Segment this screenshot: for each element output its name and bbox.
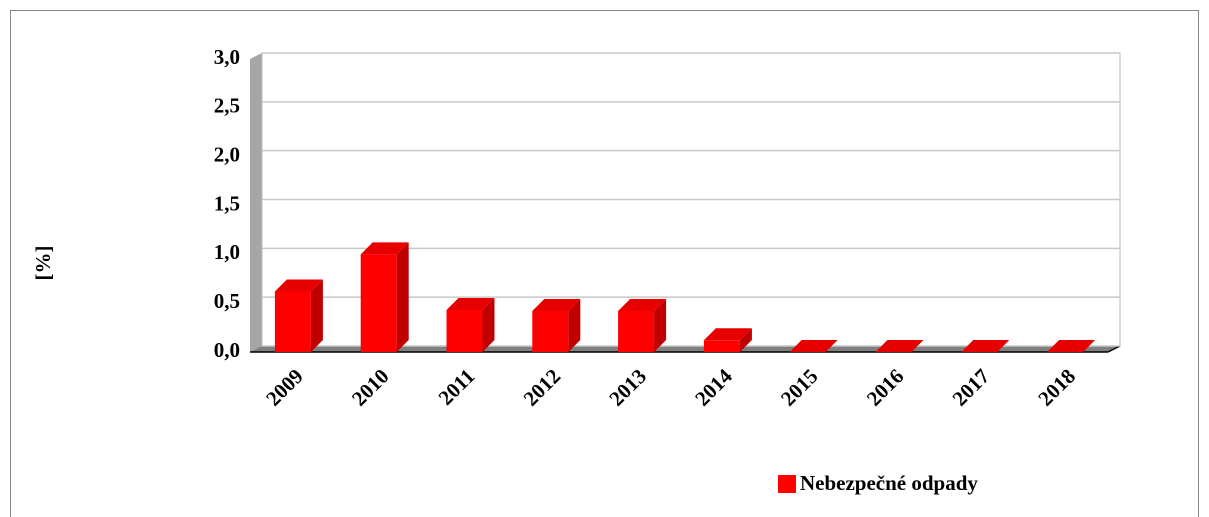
bar (360, 242, 409, 352)
bar-top (875, 340, 924, 352)
legend-label: Nebezpečné odpady (800, 471, 978, 495)
bar-front (703, 340, 740, 352)
x-tick-label: 2018 (1033, 364, 1080, 411)
floor-edge (1107, 345, 1121, 353)
bar-side (568, 298, 581, 352)
bar-side (396, 242, 409, 352)
bar-top (1047, 340, 1096, 352)
bar (703, 328, 752, 352)
bar-side (739, 328, 752, 352)
y-tick-label: 0,5 (214, 289, 240, 313)
bar (789, 340, 838, 352)
x-tick-label: 2014 (690, 364, 737, 411)
bar-side (482, 298, 495, 352)
bar-front (618, 310, 655, 352)
bar (1047, 340, 1096, 352)
legend-swatch (778, 475, 796, 493)
x-tick-label: 2010 (347, 364, 394, 411)
bar-top (360, 242, 409, 255)
bar-top (789, 340, 838, 352)
x-tick-label: 2012 (519, 364, 566, 411)
bar-front (446, 310, 483, 352)
bar-top (618, 298, 667, 311)
bar-top (274, 279, 323, 292)
side-wall (250, 53, 262, 352)
y-tick-label: 1,0 (214, 240, 240, 264)
bar (618, 298, 667, 352)
bar-top (961, 340, 1010, 352)
bar-top (532, 298, 581, 311)
y-axis-label: [%] (31, 246, 55, 281)
x-tick-label: 2015 (776, 364, 823, 411)
y-tick-label: 1,5 (214, 191, 240, 215)
bar-side (310, 279, 323, 352)
bar-top (446, 298, 495, 311)
bar-front (532, 310, 569, 352)
y-tick-label: 0,0 (214, 338, 240, 362)
x-tick-label: 2017 (948, 364, 995, 411)
bar-front (360, 254, 397, 352)
bar (446, 298, 495, 352)
x-tick-label: 2016 (862, 364, 909, 411)
bar (961, 340, 1010, 352)
y-tick-label: 2,0 (214, 142, 240, 166)
x-tick-label: 2013 (604, 364, 651, 411)
x-tick-label: 2009 (261, 364, 308, 411)
x-tick-label: 2011 (434, 364, 480, 410)
y-tick-label: 2,5 (214, 94, 240, 118)
bar-top (703, 328, 752, 341)
bar-side (654, 298, 667, 352)
bar (875, 340, 924, 352)
y-tick-label: 3,0 (214, 45, 240, 69)
bar (532, 298, 581, 352)
bar (274, 279, 323, 352)
bar-front (274, 291, 311, 352)
frame (10, 10, 1199, 517)
